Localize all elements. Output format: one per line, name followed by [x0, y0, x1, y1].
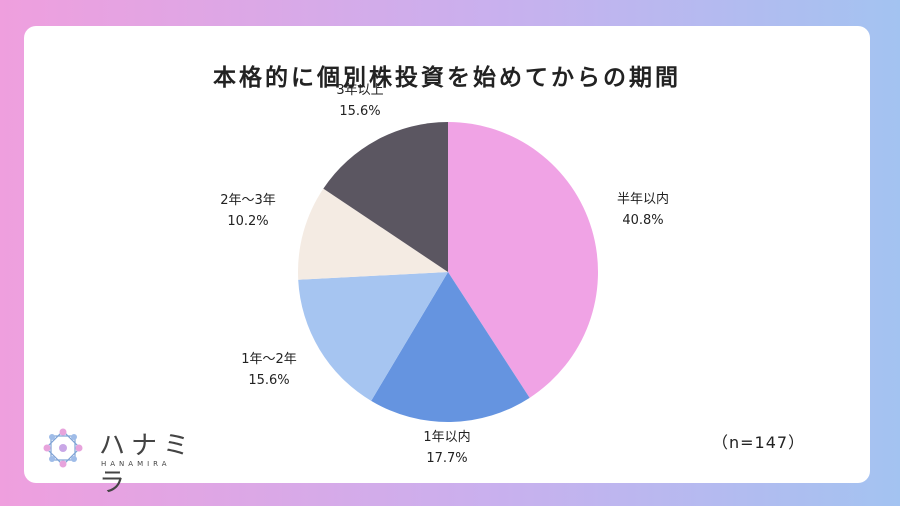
pie-slice-3 — [297, 188, 448, 280]
flower-mandala-icon — [43, 428, 83, 468]
slice-value-0: 40.8% — [622, 213, 663, 228]
slice-value-1: 17.7% — [426, 451, 467, 466]
slice-value-2: 15.6% — [248, 373, 289, 388]
pie-slice-0 — [448, 122, 598, 398]
pie-chart: 半年以内 40.8% 1年以内 17.7% 1年～2年 15.6% 2年～3年 10.2% 3年… — [220, 83, 669, 466]
pie-slice-2 — [298, 272, 448, 401]
slice-value-3: 10.2% — [227, 214, 268, 229]
logo-subtext: HANAMIRA — [101, 460, 171, 468]
sample-size-label: （n=147） — [712, 433, 806, 452]
pie-slice-1 — [371, 272, 530, 423]
pie-labels: 半年以内 40.8% 1年以内 17.7% 1年～2年 15.6% 2年～3年 10.2% 3年… — [220, 83, 669, 466]
slice-label-0: 半年以内 — [617, 191, 669, 207]
pie-slices — [297, 122, 598, 423]
slice-label-3: 2年～3年 — [220, 193, 276, 208]
logo-text: ハナミラ — [99, 431, 196, 498]
slice-label-1: 1年以内 — [423, 429, 470, 445]
slice-label-4: 3年以上 — [336, 83, 383, 98]
chart-title: 本格的に個別株投資を始めてからの期間 — [213, 65, 681, 91]
hanamira-logo: ハナミラ HANAMIRA — [39, 424, 219, 498]
chart-card: 本格的に個別株投資を始めてからの期間 半年以内 40.8% 1年以内 17.7% 1年～… — [24, 26, 870, 498]
pie-slice-4 — [323, 122, 448, 272]
slice-value-4: 15.6% — [339, 104, 380, 119]
slice-label-2: 1年～2年 — [241, 352, 297, 367]
